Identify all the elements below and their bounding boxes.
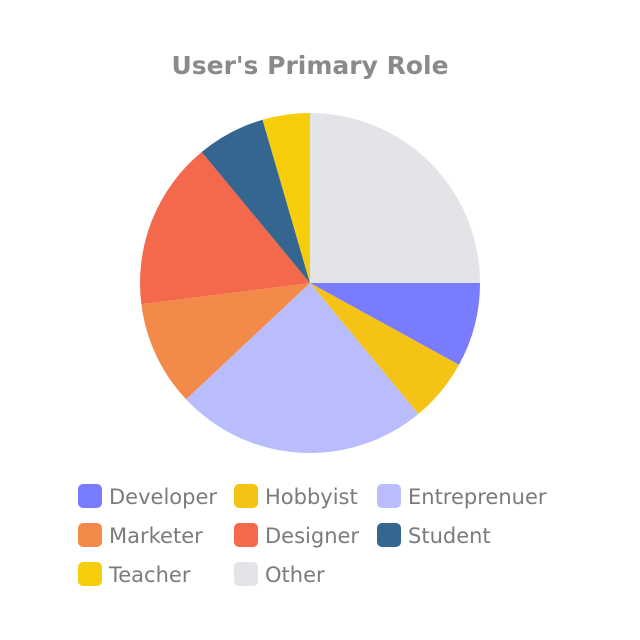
slice-developer [310,283,480,365]
legend-swatch [234,484,258,508]
legend-item-other: Other [234,562,325,587]
legend-label: Teacher [108,563,191,587]
legend-item-marketer: Marketer [78,523,203,548]
pie-slices [139,113,480,453]
legend-item-student: Student [377,523,491,548]
legend-label: Designer [265,524,359,548]
legend-swatch [377,523,401,547]
slice-marketer [141,283,310,400]
legend-swatch [78,523,102,547]
slice-student [201,119,310,283]
legend-item-developer: Developer [78,484,217,509]
legend-label: Developer [109,485,217,509]
legend-label: Other [265,563,325,587]
legend-swatch [234,523,258,547]
legend-swatch [78,562,102,586]
slice-teacher [262,113,310,283]
chart-title: User's Primary Role [171,51,448,80]
legend-item-designer: Designer [234,523,359,548]
legend-swatch [78,484,102,508]
slice-other [310,113,480,283]
legend-label: Marketer [109,524,203,548]
legend-item-teacher: Teacher [78,562,191,587]
legend-swatch [377,484,401,508]
slice-designer [139,152,310,305]
legend-label: Student [408,524,491,548]
legend-item-entreprenuer: Entreprenuer [377,484,547,509]
legend-label: Entreprenuer [408,485,547,509]
legend-item-hobbyist: Hobbyist [234,484,358,509]
slice-entreprenuer [186,283,419,453]
legend-swatch [234,562,258,586]
legend-label: Hobbyist [265,485,358,509]
slice-hobbyist [310,283,459,414]
legend: Developer Hobbyist Entreprenuer Marketer Des… [78,484,547,587]
